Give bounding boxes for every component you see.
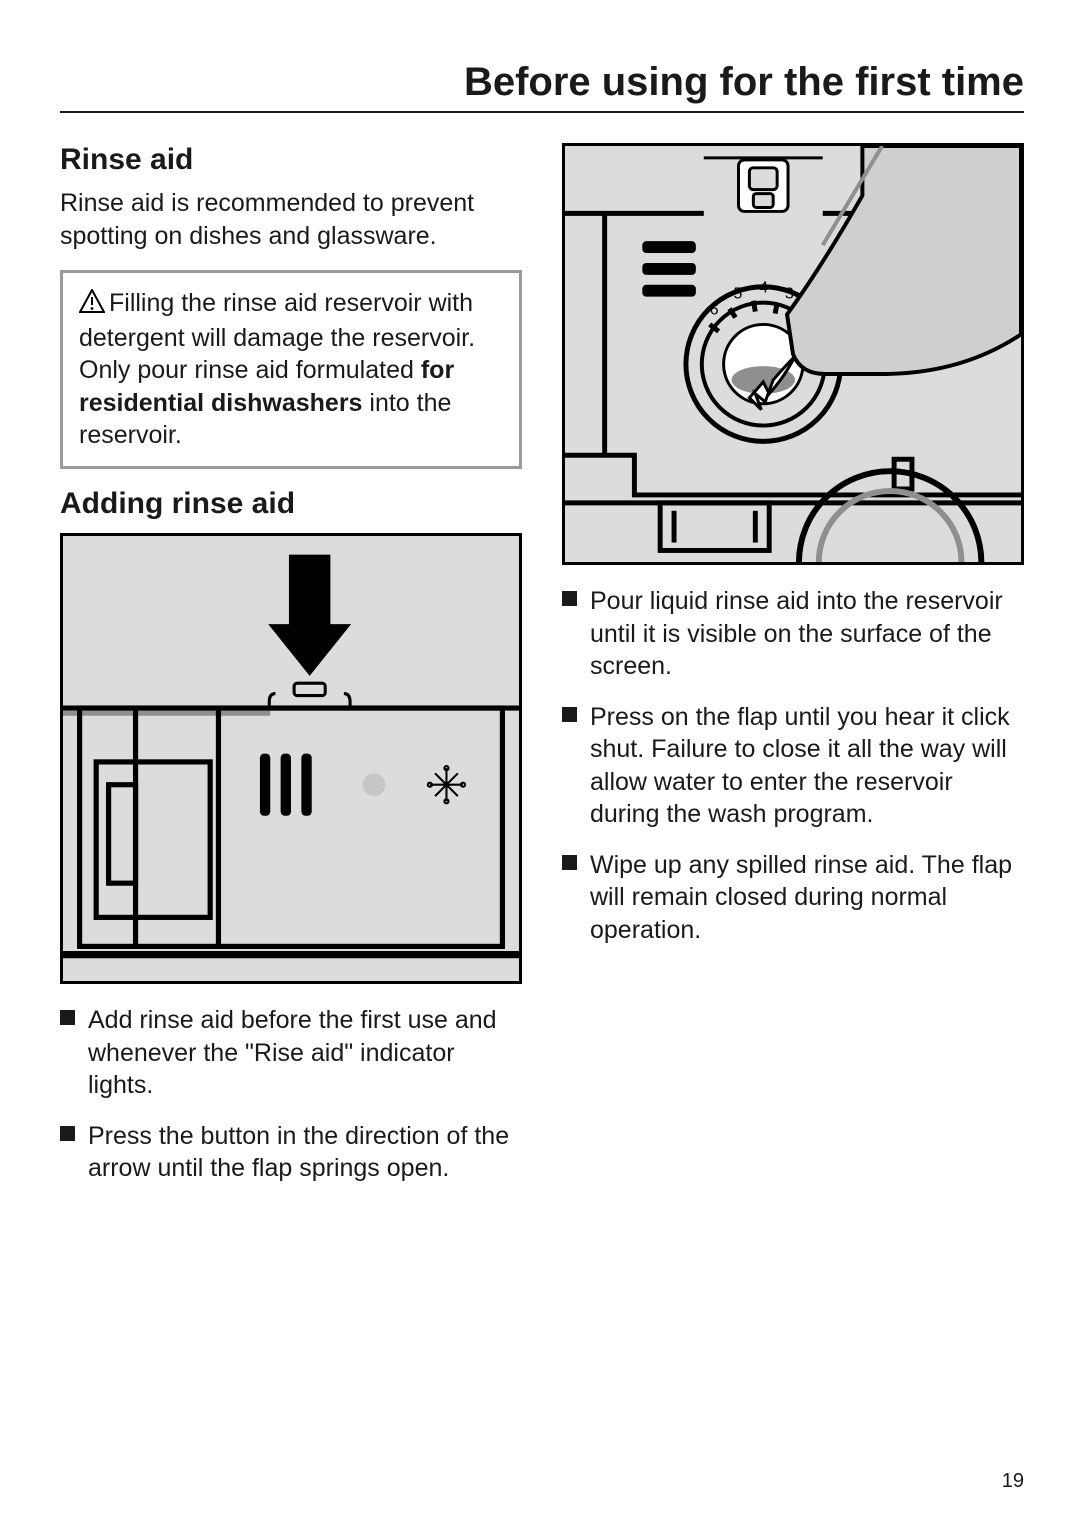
dial-label: 3 [785, 286, 794, 303]
list-item: Wipe up any spilled rinse aid. The flap … [562, 849, 1024, 947]
figure-dispenser [60, 533, 522, 985]
figure-dispenser-svg [63, 536, 519, 982]
left-steps-list: Add rinse aid before the first use and w… [60, 1004, 522, 1185]
page-header: Before using for the first time [60, 60, 1024, 113]
figure-pouring: 6 5 4 3 [562, 143, 1024, 565]
section-heading-rinse-aid: Rinse aid [60, 143, 522, 177]
intro-paragraph: Rinse aid is recommended to prevent spot… [60, 187, 522, 252]
warning-box: Filling the rinse aid reservoir with det… [60, 270, 522, 469]
page-number: 19 [1002, 1470, 1024, 1493]
list-item: Pour liquid rinse aid into the reservoir… [562, 585, 1024, 683]
right-steps-list: Pour liquid rinse aid into the reservoir… [562, 585, 1024, 946]
subsection-adding-rinse-aid: Adding rinse aid [60, 487, 522, 521]
content-columns: Rinse aid Rinse aid is recommended to pr… [60, 143, 1024, 1203]
list-item: Press on the flap until you hear it clic… [562, 701, 1024, 831]
right-column: 6 5 4 3 Pour liquid rinse aid into [562, 143, 1024, 1203]
figure-pouring-svg: 6 5 4 3 [565, 146, 1021, 562]
list-item: Press the button in the direction of the… [60, 1120, 522, 1185]
dial-label: 6 [710, 302, 719, 319]
caution-icon [79, 289, 105, 322]
dial-label: 5 [734, 286, 743, 303]
manual-page: Before using for the first time Rinse ai… [0, 0, 1080, 1529]
dial-label: 4 [759, 280, 768, 297]
list-item: Add rinse aid before the first use and w… [60, 1004, 522, 1102]
left-column: Rinse aid Rinse aid is recommended to pr… [60, 143, 522, 1203]
warning-pre: Filling the rinse aid reservoir with det… [79, 289, 475, 384]
page-title: Before using for the first time [60, 60, 1024, 105]
warning-text: Filling the rinse aid reservoir with det… [79, 287, 503, 452]
